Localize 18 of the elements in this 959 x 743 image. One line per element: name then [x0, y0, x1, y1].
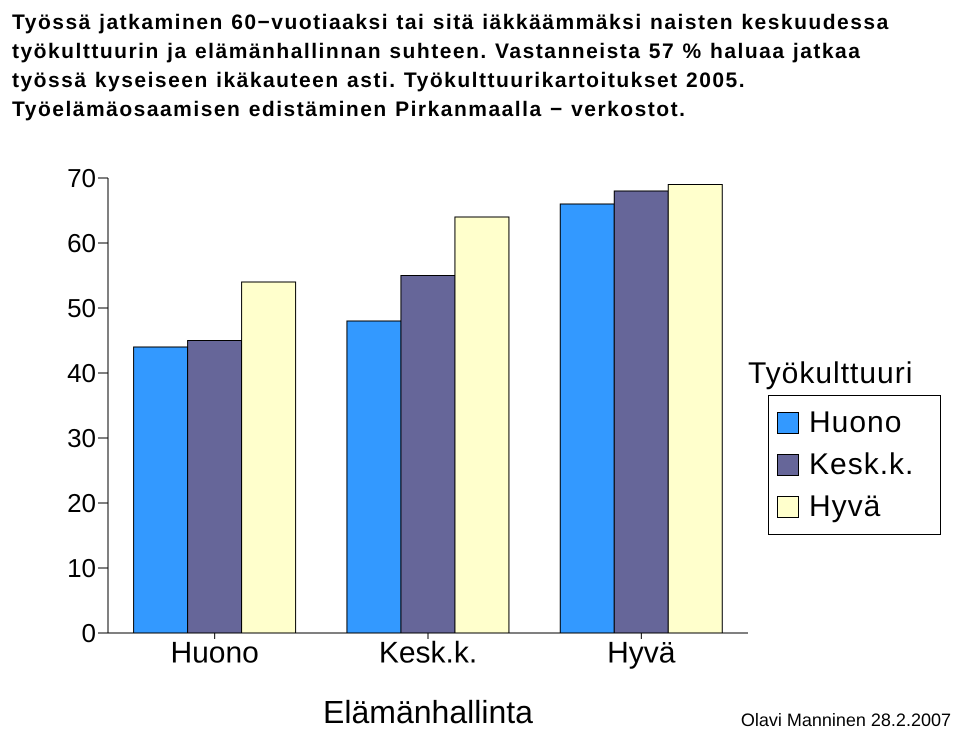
y-tick-label: 30: [67, 423, 96, 454]
y-tick-label: 10: [67, 553, 96, 584]
x-tick-label: Huono: [170, 636, 259, 670]
x-tick-label: Kesk.k.: [378, 636, 478, 670]
y-tick-label: 70: [67, 163, 96, 194]
legend-label: Huono: [809, 406, 902, 440]
y-tick-label: 60: [67, 228, 96, 258]
y-tick-label: 0: [82, 618, 96, 648]
legend-label: Hyvä: [809, 490, 882, 524]
y-tick-label: 20: [67, 488, 96, 518]
text: Olavi Manninen 28.2.2007: [740, 710, 951, 731]
x-axis-title: Elämänhallinta: [323, 694, 534, 730]
y-tick-label: 40: [67, 358, 96, 388]
chart-title: Työssä jatkaminen 60−vuotiaaksi tai sitä iäkkäämmäksi naisten keskuudessa työkulttuurin ja elämänhallinnan suhteen. Vastanneista 57 % haluaa jatkaa työssä kyseiseen ikäkauteen asti. Työkulttuurikartoitukset 2005. Työelämäosaamisen edistäminen Pirkanmaalla − verkostot.: [12, 10, 891, 123]
y-tick-label: 50: [67, 293, 96, 324]
x-tick-label: Hyvä: [607, 636, 676, 670]
legend-title: Työkulttuuri: [748, 356, 914, 390]
legend-label: Kesk.k.: [809, 448, 914, 482]
